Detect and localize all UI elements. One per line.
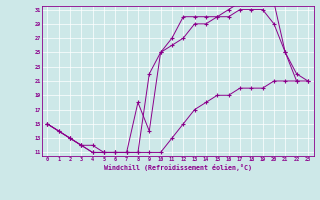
X-axis label: Windchill (Refroidissement éolien,°C): Windchill (Refroidissement éolien,°C) bbox=[104, 164, 252, 171]
